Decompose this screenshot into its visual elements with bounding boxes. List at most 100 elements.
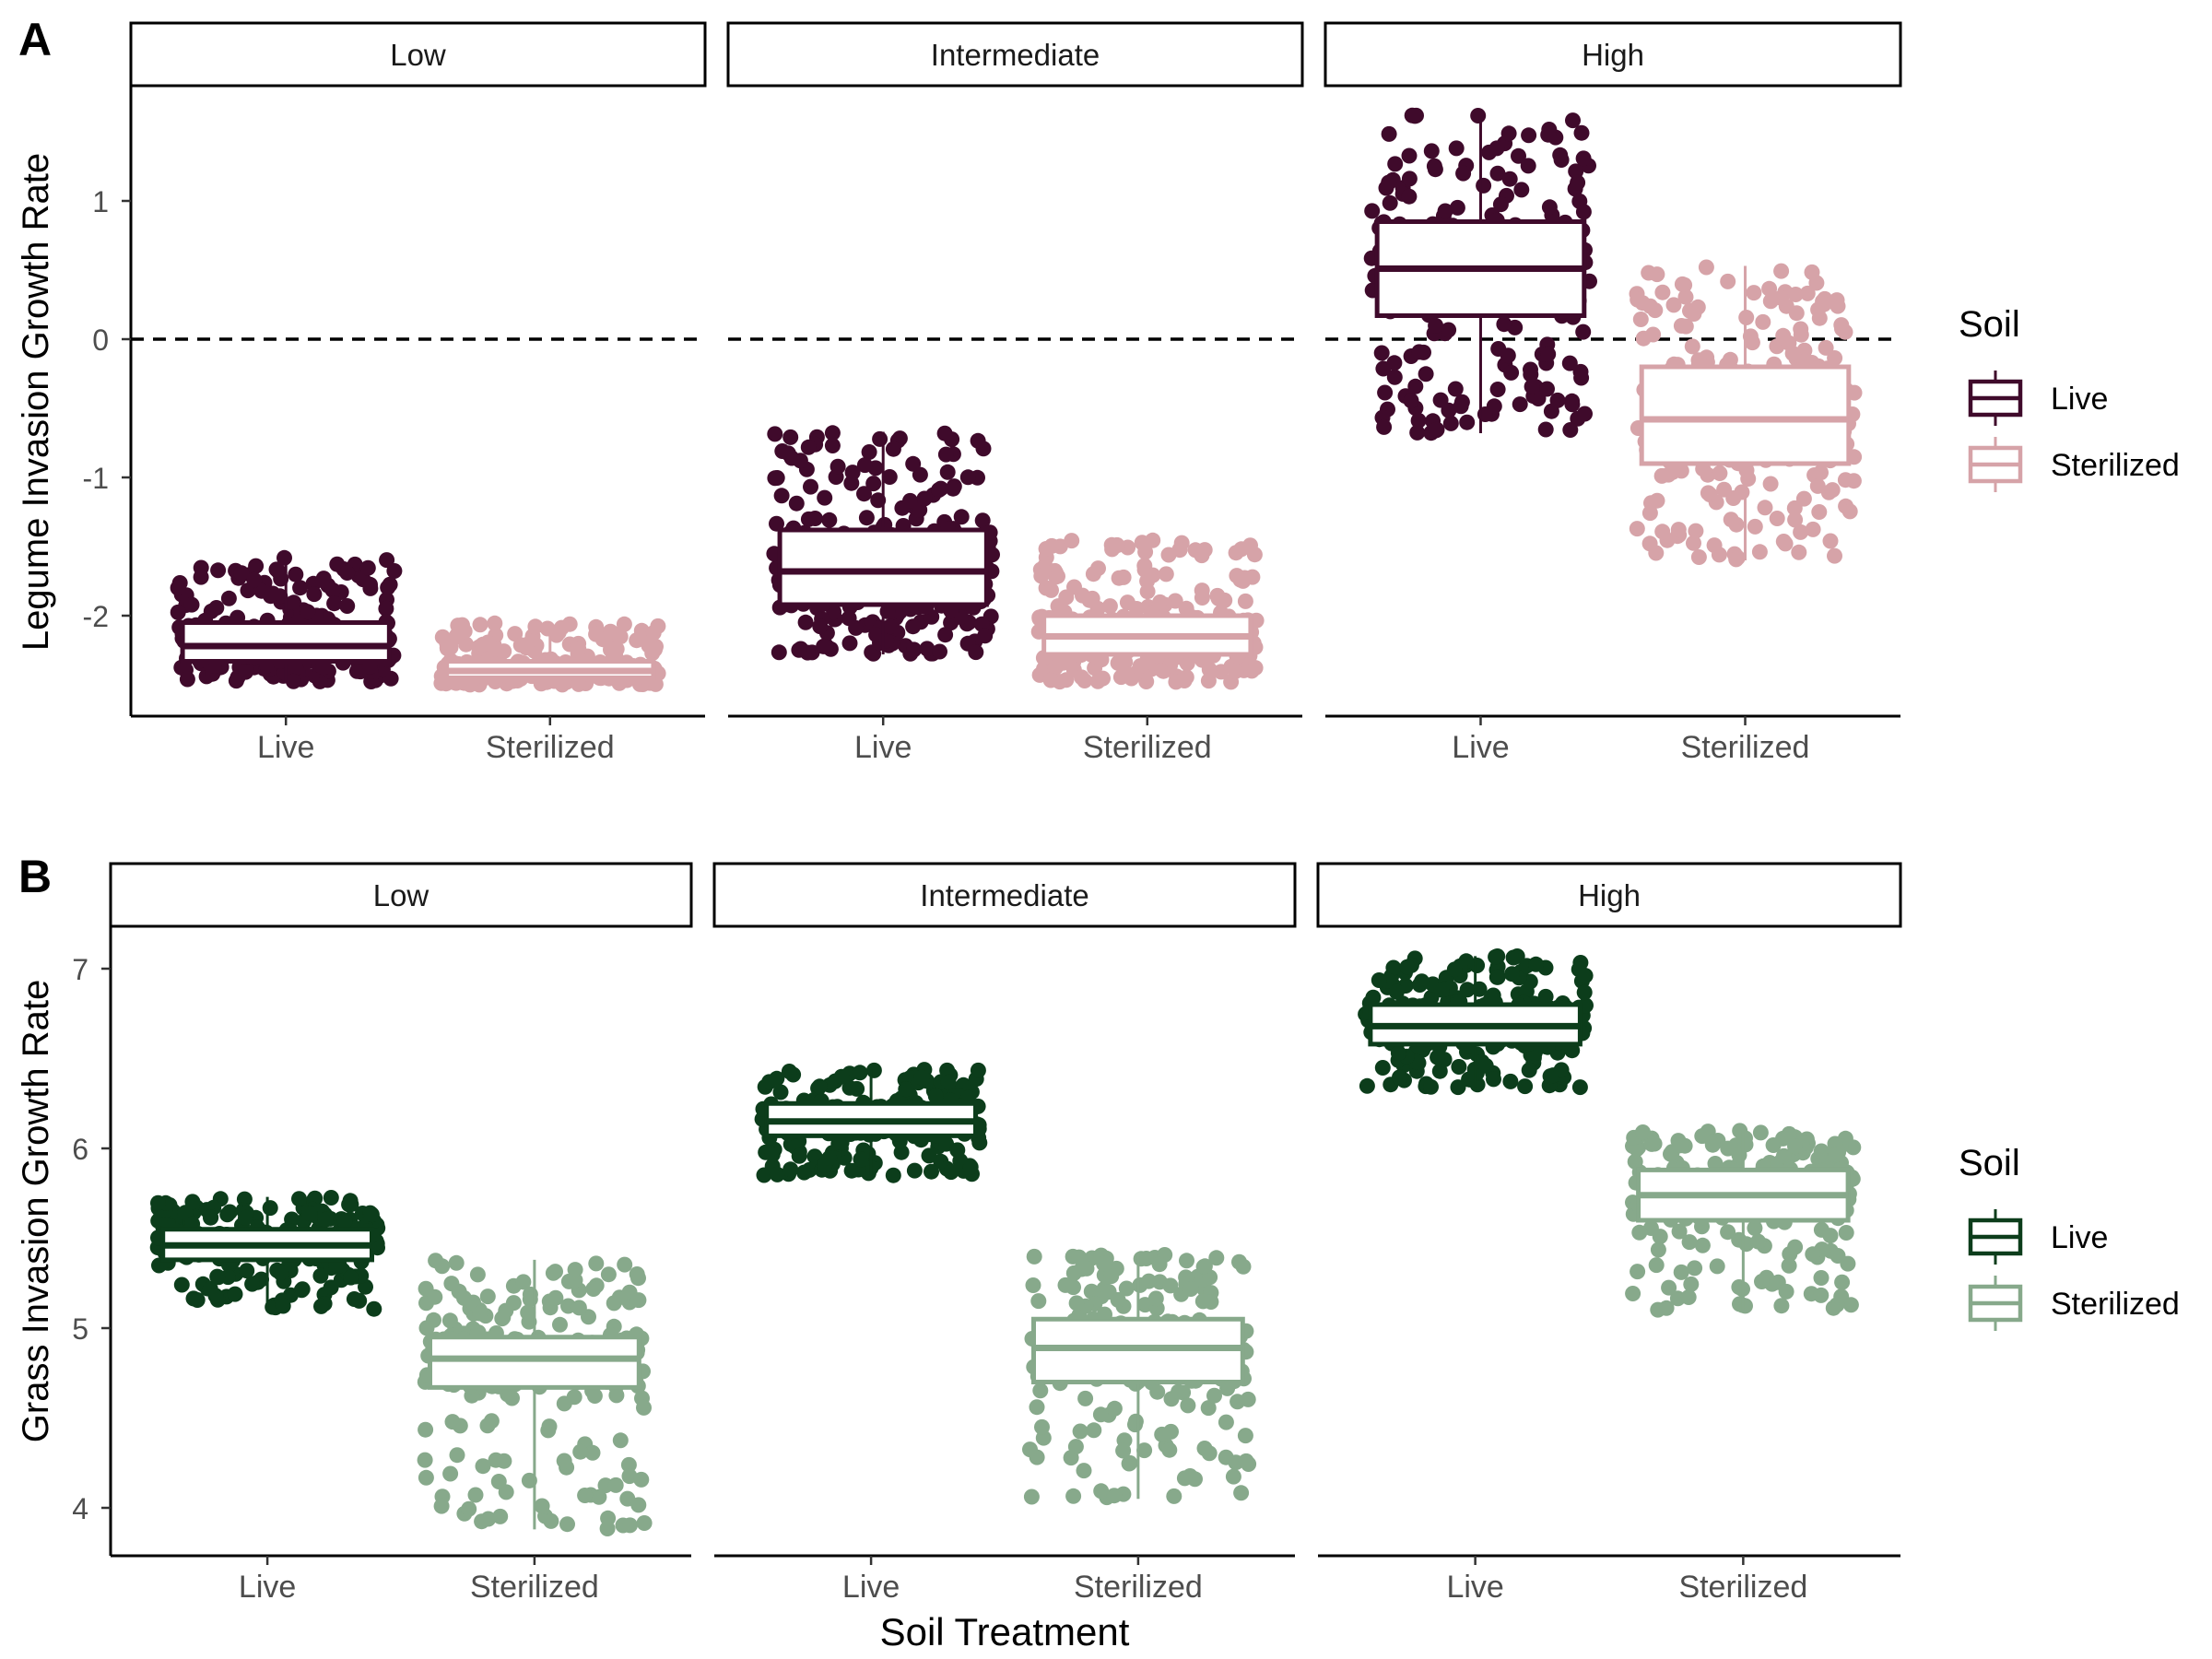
data-point	[1747, 1220, 1763, 1236]
data-point	[949, 1142, 966, 1159]
data-point	[1026, 1248, 1042, 1265]
data-point	[313, 1298, 329, 1314]
data-point	[1381, 125, 1397, 142]
data-point	[505, 1295, 522, 1312]
data-point	[1201, 662, 1218, 677]
data-point	[1225, 1468, 1241, 1485]
data-point	[1539, 381, 1555, 397]
data-point	[1716, 481, 1733, 498]
data-point	[1828, 1147, 1844, 1163]
data-point	[1141, 1273, 1157, 1289]
data-point	[323, 1190, 339, 1206]
data-point	[872, 430, 888, 447]
data-point	[1179, 1253, 1194, 1269]
data-point	[227, 1286, 243, 1302]
data-point	[885, 441, 901, 457]
data-point	[830, 458, 846, 475]
data-point	[1751, 544, 1768, 560]
data-point	[336, 1213, 353, 1230]
data-point	[246, 571, 263, 588]
data-point	[636, 1515, 653, 1531]
data-point	[1106, 1400, 1123, 1417]
data-point	[1401, 188, 1418, 205]
data-point	[1459, 982, 1476, 998]
data-point	[1489, 165, 1506, 182]
data-point	[1414, 973, 1430, 990]
data-point	[486, 641, 502, 657]
data-point	[170, 580, 186, 596]
data-point	[970, 1062, 986, 1078]
data-point	[1213, 664, 1230, 680]
legend-a-live-label: Live	[2051, 382, 2108, 417]
data-point	[495, 1310, 512, 1325]
data-point	[456, 1289, 472, 1306]
data-point	[559, 1516, 575, 1533]
data-point	[1737, 1298, 1753, 1314]
data-point	[1793, 524, 1809, 540]
data-point	[1649, 492, 1665, 509]
panel-b-y-axis-title: Grass Invasion Growth Rate	[16, 980, 56, 1442]
data-point	[772, 1084, 789, 1100]
data-point	[1359, 1077, 1375, 1094]
data-point	[608, 641, 625, 657]
data-point	[1704, 1136, 1721, 1153]
data-point	[1162, 1277, 1179, 1294]
data-point	[1065, 1488, 1082, 1504]
panel-a-facet-label: High	[1582, 38, 1644, 72]
data-point	[1565, 112, 1581, 129]
legend-a-title: Soil	[1959, 304, 2020, 345]
data-point	[1450, 1079, 1466, 1096]
data-point	[1401, 147, 1418, 164]
data-point	[479, 1288, 496, 1305]
data-point	[865, 1062, 882, 1078]
data-point	[1787, 1239, 1804, 1255]
data-point	[1564, 396, 1581, 413]
data-point	[1541, 199, 1558, 216]
data-point	[1407, 378, 1424, 394]
data-point	[548, 627, 565, 643]
data-point	[339, 598, 356, 614]
data-point	[769, 515, 784, 532]
data-point	[248, 558, 265, 574]
data-point	[262, 1200, 278, 1217]
data-point	[492, 1508, 509, 1524]
data-point	[1077, 1390, 1094, 1406]
data-point	[1029, 1399, 1045, 1416]
data-point	[636, 1399, 652, 1416]
data-point	[547, 1264, 563, 1280]
data-point	[1469, 1077, 1486, 1093]
data-point	[647, 641, 663, 658]
data-point	[905, 618, 922, 635]
data-point	[238, 1209, 253, 1226]
data-point	[442, 639, 459, 655]
data-point	[1151, 1256, 1168, 1273]
data-point	[1775, 534, 1792, 549]
panel-a-y-tick-label: -2	[83, 600, 109, 633]
data-point	[1238, 1453, 1254, 1469]
data-point	[1827, 547, 1842, 564]
data-point	[1686, 535, 1701, 551]
data-point	[1110, 1291, 1126, 1308]
panel-a-x-tick-label: Sterilized	[486, 730, 615, 765]
data-point	[1773, 1298, 1790, 1314]
data-point	[1769, 338, 1785, 355]
data-point	[600, 1510, 617, 1526]
data-point	[1762, 476, 1779, 492]
data-point	[1834, 1274, 1851, 1290]
data-point	[1502, 1073, 1519, 1089]
data-point	[1065, 1279, 1081, 1296]
data-point	[902, 492, 918, 509]
data-point	[448, 1254, 465, 1271]
data-point	[1671, 1223, 1688, 1240]
data-point	[856, 486, 872, 502]
data-point	[1449, 199, 1465, 216]
data-point	[1786, 500, 1803, 516]
data-point	[633, 1471, 650, 1488]
data-point	[936, 425, 953, 441]
data-point	[1648, 1257, 1665, 1274]
data-point	[1119, 594, 1135, 611]
data-point	[1459, 414, 1476, 430]
data-point	[520, 1304, 536, 1321]
data-point	[292, 580, 309, 596]
data-point	[1373, 345, 1390, 361]
